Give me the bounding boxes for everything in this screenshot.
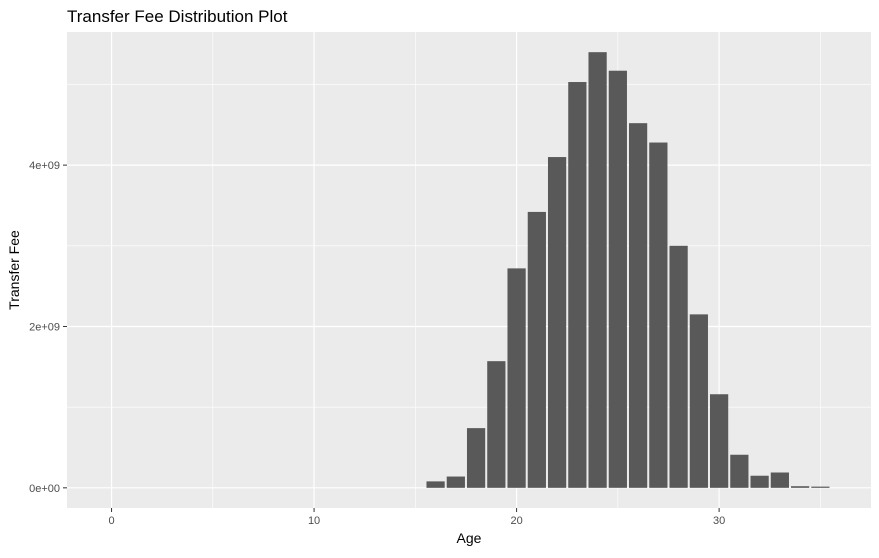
bar-age-24 xyxy=(588,52,607,488)
bar-age-16 xyxy=(426,481,445,488)
y-tick-label: 0e+00 xyxy=(29,483,60,495)
bar-age-20 xyxy=(507,268,526,488)
bar-age-23 xyxy=(568,82,587,488)
bar-age-22 xyxy=(547,157,567,488)
bar-age-31 xyxy=(730,454,749,488)
chart-title: Transfer Fee Distribution Plot xyxy=(67,7,288,26)
bar-age-18 xyxy=(466,428,486,488)
bar-age-32 xyxy=(750,475,769,488)
bar-age-27 xyxy=(649,142,668,488)
x-axis: 0 10 20 30 xyxy=(108,508,725,527)
y-tick-label: 2e+09 xyxy=(29,321,60,333)
x-tick-label: 20 xyxy=(510,515,522,527)
y-axis: 0e+00 2e+09 4e+09 xyxy=(29,160,67,495)
x-tick-label: 30 xyxy=(713,515,725,527)
x-tick-label: 10 xyxy=(308,515,320,527)
bar-age-35 xyxy=(811,486,830,488)
bar-age-21 xyxy=(527,211,546,488)
bar-age-26 xyxy=(628,123,648,488)
bar-age-19 xyxy=(487,361,506,488)
y-axis-title: Transfer Fee xyxy=(6,230,22,310)
bar-age-33 xyxy=(770,472,789,488)
x-axis-title: Age xyxy=(457,530,482,546)
bars-group xyxy=(426,52,830,488)
y-tick-label: 4e+09 xyxy=(29,160,60,172)
x-tick-label: 0 xyxy=(108,515,114,527)
bar-age-25 xyxy=(608,70,627,488)
bar-age-30 xyxy=(709,394,729,488)
bar-age-28 xyxy=(669,245,688,488)
bar-age-17 xyxy=(446,476,465,488)
bar-age-29 xyxy=(689,314,708,488)
bar-age-34 xyxy=(791,486,810,488)
